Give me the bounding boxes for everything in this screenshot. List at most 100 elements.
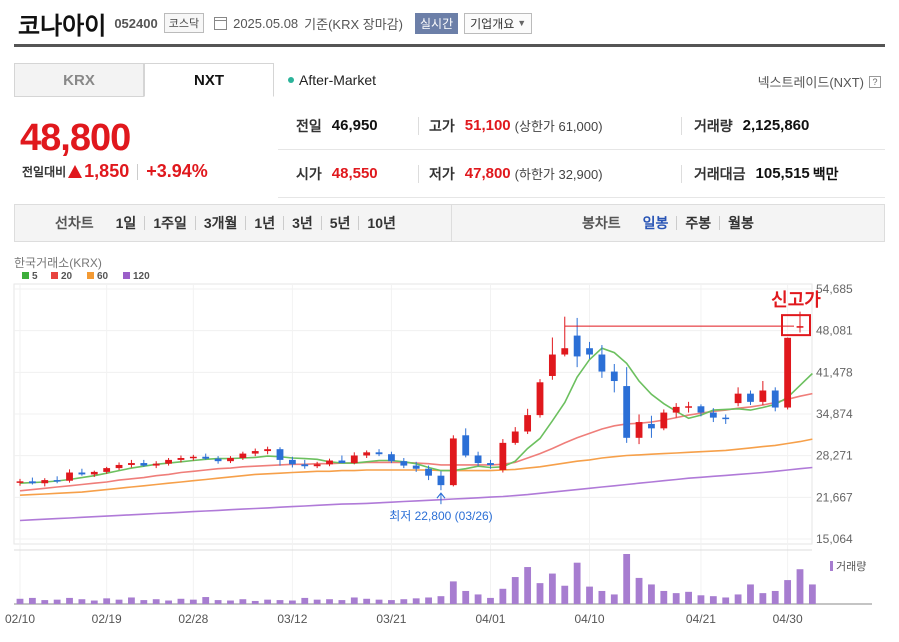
volume-bar [239,599,247,604]
volume-bar [41,600,49,604]
volume-bar [685,591,692,604]
volume-bar [610,594,618,604]
volume-bar [152,599,160,604]
price-chart: 한국거래소(KRX) 5 20 60 120 54,685 48,081 41,478 34,8… [0,252,899,642]
volume-bar [449,581,457,604]
period-3y[interactable]: 3년 [283,216,321,230]
period-1d[interactable]: 1일 [115,215,137,231]
candle-body [623,386,631,438]
volume-bar [53,599,61,604]
candle-body [784,337,792,408]
x-tick-label: 02/28 [178,612,208,626]
market-badge: 코스닥 [163,13,205,33]
tab-nxt[interactable]: NXT [144,63,274,97]
candle-body [462,435,470,456]
stat-value: 47,800 [464,165,511,182]
candle-monthly[interactable]: 월봉 [719,216,762,230]
change-percent: +3.94% [146,161,208,181]
company-overview-label: 기업개요 [470,16,515,31]
y-tick-label: 41,478 [816,365,853,379]
volume-bar [227,600,234,604]
stat-prev-close: 전일 46,950 [278,102,418,149]
candle-body [400,461,408,466]
candle-body [16,481,24,483]
volume-bar [288,600,296,604]
stat-label: 시가 [296,165,322,182]
candle-daily[interactable]: 일봉 [642,215,669,231]
volume-bar [276,600,284,604]
exchange-tabs: KRX NXT [14,63,274,97]
volume-bar [536,583,544,604]
stat-unit: 백만 [812,165,839,182]
candle-body [734,393,742,404]
period-1w[interactable]: 1주일 [144,216,195,230]
stat-value: 46,950 [331,117,378,134]
volume-bar [103,598,111,604]
realtime-button[interactable]: 실시간 [414,12,459,34]
stats-row: 시가 48,550 저가 47,800 (하한가 32,900) 거래대금 10… [278,150,885,198]
y-tick-label: 15,064 [816,532,853,546]
candle-body [140,463,148,466]
legend-swatch [51,272,58,279]
stat-divider [418,116,419,135]
volume-bar [635,577,643,604]
legend-swatch [123,272,130,279]
x-tick-label: 02/19 [92,612,122,626]
price-stats: 전일 46,950 고가 51,100 (상한가 61,000) 거래량 2,1… [278,102,885,198]
volume-bar [598,590,606,604]
volume-bar [747,584,754,604]
legend-swatch [22,272,29,279]
volume-bar [28,597,36,604]
stat-volume: 거래량 2,125,860 [682,102,809,149]
candle-body [548,354,556,376]
candle-body [437,475,445,486]
x-tick-label: 04/01 [475,612,505,626]
volume-bar [759,593,767,604]
candle-body [685,406,692,408]
volume-bar [78,599,86,604]
stat-divider [681,116,682,135]
candle-body [165,459,172,464]
stat-value: 48,550 [331,165,378,182]
candle-body [635,422,643,438]
candle-body [338,460,346,464]
candle-body [388,454,395,462]
period-10y[interactable]: 10년 [358,216,403,230]
help-icon[interactable]: ? [869,75,881,88]
period-1y[interactable]: 1년 [245,216,283,230]
candle-body [202,456,210,459]
y-tick-label: 34,874 [816,407,853,421]
stat-value: 51,100 [464,117,511,134]
volume-bar [709,596,717,604]
volume-bar [177,598,185,604]
x-tick-label: 03/12 [277,612,307,626]
volume-bar [165,600,172,604]
volume-bar [350,597,358,604]
stat-trade-value: 거래대금 105,515 백만 [682,150,839,197]
candle-body [747,393,754,402]
period-5y[interactable]: 5년 [320,216,359,230]
price-chart-svg: 한국거래소(KRX)5 20 60 120 54,685 48,081 41,478 34,8… [5,256,872,626]
x-tick-label: 03/21 [376,612,406,626]
low-arrow-icon [436,492,446,499]
period-3m[interactable]: 3개월 [194,216,246,230]
candle-periods: 봉차트 일봉 주봉 월봉 [452,213,884,233]
volume-bar [697,595,705,604]
candle-body [251,451,259,454]
legend-label: 5 [32,271,38,282]
candle-body [276,449,284,460]
candle-body [363,452,371,456]
volume-bar [648,584,655,604]
volume-bar [487,597,494,604]
tab-krx[interactable]: KRX [14,63,144,97]
volume-bar [388,600,395,604]
candle-weekly[interactable]: 주봉 [676,216,719,230]
stat-label: 저가 [429,165,455,182]
up-arrow-icon [68,165,83,178]
candle-body [90,471,98,475]
company-overview-button[interactable]: 기업개요 ▼ [464,12,533,34]
title-bar: 코나아이 052400 코스닥 2025.05.08 기준(KRX 장마감) 실… [18,6,533,40]
volume-bar [140,600,148,604]
status-dot-icon [288,77,294,83]
nxt-label: 넥스트레이드(NXT) [757,75,864,90]
